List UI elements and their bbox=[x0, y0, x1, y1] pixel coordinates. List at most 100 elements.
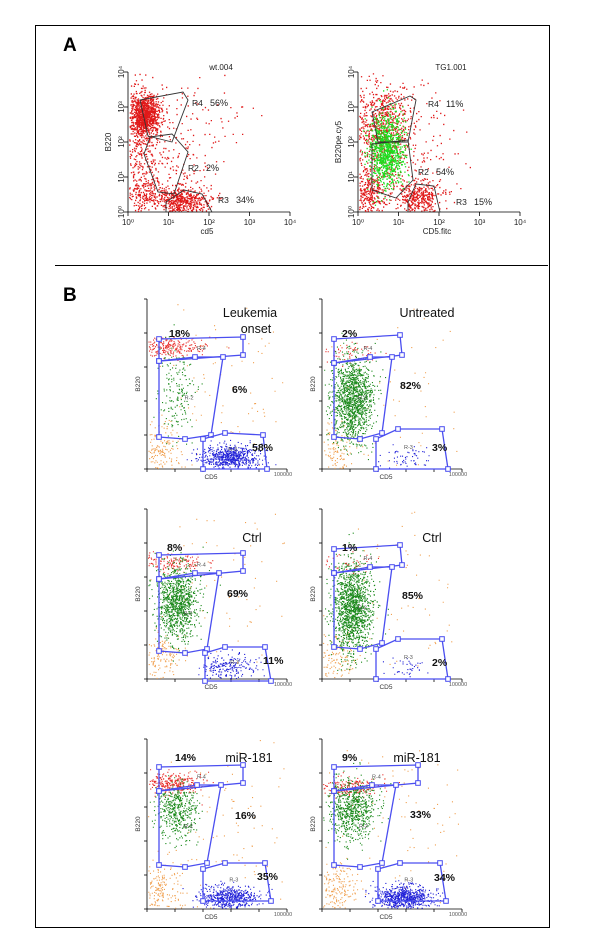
gate-handle bbox=[156, 552, 162, 558]
cell-cluster-5 bbox=[133, 74, 263, 206]
orange-cells bbox=[148, 849, 188, 909]
green-cells-points bbox=[323, 762, 392, 860]
green-cells-points bbox=[149, 775, 203, 849]
plot-title-line: Ctrl bbox=[422, 531, 441, 545]
orange-cells bbox=[148, 414, 198, 469]
gate-handle bbox=[268, 898, 274, 904]
y-axis-label: B220 bbox=[135, 376, 142, 392]
gate-percent-r4: 56% bbox=[210, 98, 228, 108]
gate-handle bbox=[156, 336, 162, 342]
gate-handle bbox=[443, 898, 449, 904]
gate-handle bbox=[220, 354, 226, 360]
gate-r-3 bbox=[377, 862, 447, 902]
gate-handle bbox=[200, 436, 206, 442]
gate-label-r-2: R-2 bbox=[359, 824, 368, 830]
gate-handle bbox=[357, 436, 363, 442]
y-axis-label: B220 bbox=[310, 376, 317, 392]
plot-title: TG1.001 bbox=[435, 63, 467, 72]
x-tick-label: 10¹ bbox=[163, 218, 175, 227]
gate-label-r2: R2 bbox=[418, 167, 429, 177]
cell-cluster-0-points bbox=[129, 73, 171, 149]
flow-plot-ctrl-1: 100000 CD5 B220 R-4 R-2 R-3 8% 69% 11% Ctrl bbox=[135, 508, 292, 691]
red-cells bbox=[148, 336, 230, 361]
gate-label-r-3: R-3 bbox=[404, 655, 413, 661]
gate-handle bbox=[268, 678, 274, 684]
gate-handle bbox=[182, 436, 188, 442]
gate-handle bbox=[331, 546, 337, 552]
x-tick-label: 10⁴ bbox=[284, 218, 297, 227]
gate-percent-r2: 2% bbox=[206, 163, 219, 173]
gate-handle bbox=[222, 860, 228, 866]
gate-r-3 bbox=[202, 862, 272, 902]
x-axis-label: CD5 bbox=[204, 914, 217, 921]
cell-cluster-1 bbox=[384, 177, 458, 213]
gate-percent-r-4: 9% bbox=[342, 752, 358, 764]
gate-percent-r4: 11% bbox=[446, 99, 463, 109]
gate-handle bbox=[437, 860, 443, 866]
gate-label-r-3: R-3 bbox=[404, 445, 413, 451]
gate-handle bbox=[240, 780, 246, 786]
orange-cells bbox=[323, 410, 365, 469]
gate-handle bbox=[156, 764, 162, 770]
orange-cells-points bbox=[148, 616, 188, 679]
orange-cells-points bbox=[148, 414, 198, 469]
x-tick-label: 10⁰ bbox=[352, 218, 364, 227]
gate-percent-r-4: 1% bbox=[342, 542, 358, 554]
green-cells bbox=[324, 332, 387, 461]
gate-r-3 bbox=[202, 432, 268, 470]
y-tick-label: 10¹ bbox=[117, 171, 126, 183]
gate-handle bbox=[182, 864, 188, 870]
cell-cluster-0 bbox=[129, 73, 171, 149]
gate-handle bbox=[156, 576, 162, 582]
green-cells-points bbox=[153, 324, 203, 447]
gate-label-r-4: R-4 bbox=[197, 563, 206, 569]
gate-r4 bbox=[371, 95, 417, 143]
x-tick-label: 10³ bbox=[474, 218, 486, 227]
gate-handle bbox=[439, 636, 445, 642]
gate-handle bbox=[331, 570, 337, 576]
blue-cells bbox=[198, 649, 265, 680]
y-tick-label: 10⁰ bbox=[347, 206, 356, 218]
cell-cluster-4 bbox=[361, 89, 412, 206]
gate-percent-r-3: 34% bbox=[434, 872, 456, 884]
gate-label-r-4: R-4 bbox=[364, 556, 373, 562]
gate-handle bbox=[200, 866, 206, 872]
gate-handle bbox=[192, 570, 198, 576]
gate-handle bbox=[397, 860, 403, 866]
plot-title-line: Untreated bbox=[400, 306, 455, 320]
figure-frame bbox=[35, 25, 550, 928]
cell-cluster-1 bbox=[129, 74, 168, 187]
gate-percent-r-4: 18% bbox=[169, 328, 191, 340]
plot-title-line: onset bbox=[241, 322, 272, 336]
gate-percent-r-2: 6% bbox=[232, 384, 248, 396]
flow-plot-leukemia-onset: 100000 CD5 B220 R-4 R-2 R-3 18% 6% 58% Leukemia on… bbox=[135, 298, 292, 481]
flow-plot-mir181-1: 100000 CD5 B220 R-4 R-2 R-3 14% 16% 35% miR-181 bbox=[135, 738, 292, 921]
gate-handle bbox=[331, 336, 337, 342]
gate-r3 bbox=[165, 189, 213, 213]
gate-percent-r-2: 69% bbox=[227, 588, 249, 600]
orange-cells bbox=[148, 616, 188, 679]
orange-cells-points bbox=[323, 628, 361, 679]
gate-handle bbox=[156, 648, 162, 654]
cell-cluster-0 bbox=[359, 73, 428, 194]
y-tick-label: 10³ bbox=[117, 101, 126, 113]
gate-handle bbox=[331, 434, 337, 440]
gate-handle bbox=[375, 866, 381, 872]
gate-handle bbox=[399, 562, 405, 568]
green-cells bbox=[323, 762, 392, 860]
gate-label-r-4: R-4 bbox=[372, 775, 381, 781]
gate-label-r-2: R-2 bbox=[185, 396, 194, 402]
gate-handle bbox=[399, 352, 405, 358]
x-max-tick-label: 100000 bbox=[449, 682, 467, 688]
gate-handle bbox=[379, 430, 385, 436]
x-max-tick-label: 100000 bbox=[274, 912, 292, 918]
gate-percent-r3: 15% bbox=[474, 197, 492, 207]
gate-handle bbox=[216, 570, 222, 576]
x-max-tick-label: 100000 bbox=[274, 472, 292, 478]
gate-handle bbox=[439, 426, 445, 432]
x-axis-label: CD5.fitc bbox=[423, 227, 451, 236]
gate-handle bbox=[260, 432, 266, 438]
gate-handle bbox=[373, 466, 379, 472]
gate-handle bbox=[192, 354, 198, 360]
blue-cells bbox=[182, 880, 273, 909]
